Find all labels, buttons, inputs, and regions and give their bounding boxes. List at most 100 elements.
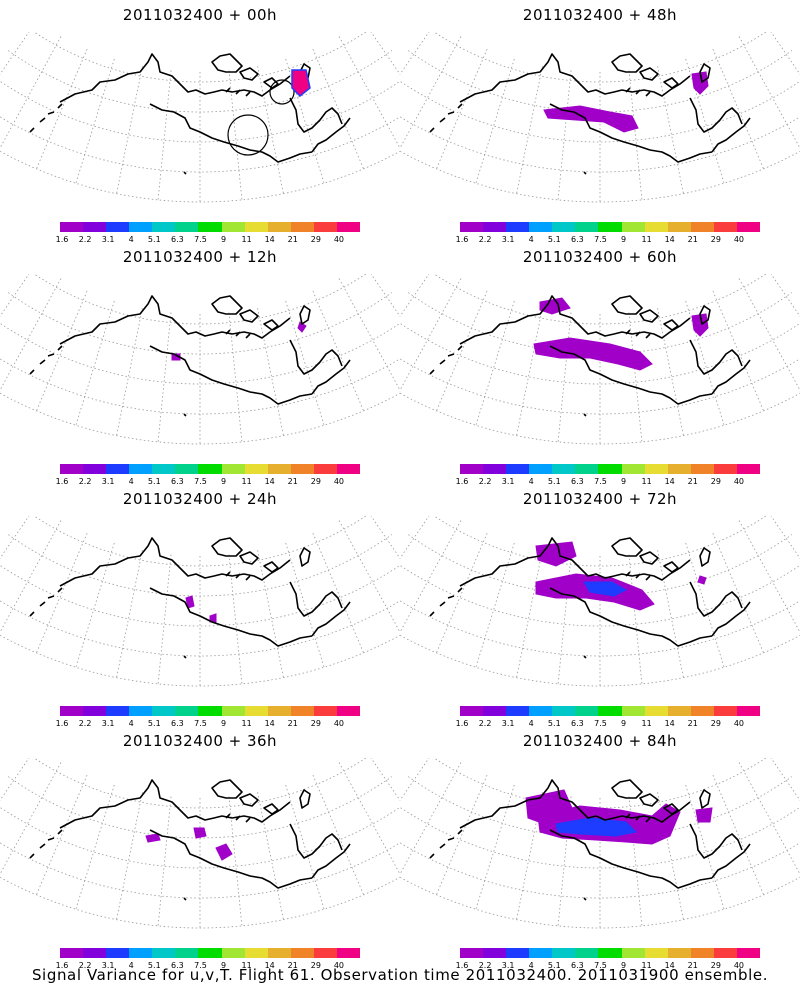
colorbar-cell [336,464,361,474]
colorbar-tick-label: 5.1 [147,961,161,970]
colorbar-cell [244,948,268,958]
colorbar-tick-label: 11 [641,235,652,244]
coastline [29,537,351,659]
colorbar-cell [152,706,176,716]
colorbar [460,464,761,476]
colorbar-cell [506,948,530,958]
colorbar-tick-label: 6.3 [171,235,184,244]
colorbar-tick-label: 5.1 [547,719,561,728]
colorbar-tick-label: 1.6 [455,961,469,970]
colorbar-tick-label: 4 [128,961,134,970]
colorbar-cell [129,706,153,716]
panel-title: 2011032400 + 48h [522,6,678,24]
colorbar-cell [244,464,268,474]
colorbar-cell [713,222,737,232]
map [0,516,400,687]
colorbar-cell [644,948,668,958]
colorbar-tick-label: 6.3 [171,477,184,486]
map-panel: 2011032400 + 84h 1.6 2.2 3.1 4 5.1 6.3 7.5 9 11 14… [400,726,800,971]
colorbar-tick-label: 21 [287,477,298,486]
coastline [429,295,751,417]
colorbar-cell [552,948,576,958]
colorbar-cell [129,464,153,474]
map [400,758,800,929]
colorbar-tick-label: 4 [128,477,134,486]
variance-patch [691,71,709,95]
colorbar-cell [598,706,622,716]
colorbar-cell [83,706,107,716]
colorbar-tick-label: 21 [687,961,698,970]
colorbar-cell [529,706,553,716]
coastline [429,537,751,659]
colorbar-cell [267,222,291,232]
figure-caption: Signal Variance for u,v,T. Flight 61. Ob… [31,966,769,984]
colorbar-tick-label: 3.1 [501,477,515,486]
panel-title: 2011032400 + 60h [522,248,678,266]
colorbar-tick-label: 29 [710,961,721,970]
variance-contours [533,297,709,371]
colorbar-tick-label: 1.6 [455,477,469,486]
colorbar-tick-label: 3.1 [101,477,115,486]
colorbar-tick-label: 21 [687,477,698,486]
colorbar-tick-label: 7.5 [594,477,607,486]
colorbar-tick-label: 14 [264,235,275,244]
colorbar-tick-label: 9 [220,235,227,244]
colorbar-cell [644,222,668,232]
colorbar-tick-label: 1.6 [55,235,69,244]
colorbar-cell [198,222,222,232]
coastline [29,779,351,901]
colorbar-cell [198,464,222,474]
colorbar-cell [290,948,314,958]
colorbar-cell [460,464,484,474]
colorbar-cell [598,222,622,232]
colorbar-tick-label: 4 [128,235,134,244]
colorbar-tick-label: 9 [620,477,627,486]
variance-contours [535,541,707,611]
colorbar-tick-label: 14 [664,235,675,244]
colorbar-cell [83,464,107,474]
variance-patch [297,321,307,333]
colorbar-tick-label: 11 [241,477,252,486]
variance-patch [697,575,707,585]
colorbar-cell [713,706,737,716]
colorbar-cell [667,948,691,958]
panel-title: 2011032400 + 00h [122,6,278,24]
colorbar-cell [483,706,507,716]
colorbar-tick-label: 29 [310,719,321,728]
colorbar-tick-label: 29 [710,235,721,244]
colorbar-cell [460,222,484,232]
colorbar-tick-label: 3.1 [101,719,115,728]
colorbar-cell [598,948,622,958]
colorbar-ticks: 1.6 2.2 3.1 4 5.1 6.3 7.5 9 11 14 21 29 40 [52,235,352,245]
colorbar-tick-label: 6.3 [171,961,184,970]
colorbar-tick-label: 11 [641,477,652,486]
coastline [29,53,351,175]
colorbar-tick-label: 40 [733,961,745,970]
colorbar-tick-label: 9 [620,235,627,244]
colorbar-ticks: 1.6 2.2 3.1 4 5.1 6.3 7.5 9 11 14 21 29 40 [52,719,352,729]
colorbar-cell [529,464,553,474]
colorbar-tick-label: 40 [333,477,345,486]
colorbar-tick-label: 11 [641,719,652,728]
colorbar-cell [267,948,291,958]
colorbar-tick-label: 21 [287,719,298,728]
map [0,758,400,929]
variance-patch [209,613,217,623]
colorbar-cell [736,222,761,232]
colorbar-tick-label: 7.5 [194,477,207,486]
colorbar-tick-label: 1.6 [455,719,469,728]
map-panel: 2011032400 + 72h 1.6 2.2 3.1 4 5.1 6.3 7.5 9 11 14… [400,484,800,729]
colorbar-cell [483,948,507,958]
colorbar-tick-label: 11 [241,719,252,728]
colorbar-cell [483,464,507,474]
colorbar-cell [644,464,668,474]
colorbar-tick-label: 4 [128,719,134,728]
colorbar-tick-label: 3.1 [101,235,115,244]
colorbar-tick-label: 40 [333,961,345,970]
observation-circles [227,69,311,156]
colorbar-tick-label: 6.3 [171,719,184,728]
coastline [29,295,351,417]
colorbar-cell [460,706,484,716]
colorbar-tick-label: 14 [264,719,275,728]
